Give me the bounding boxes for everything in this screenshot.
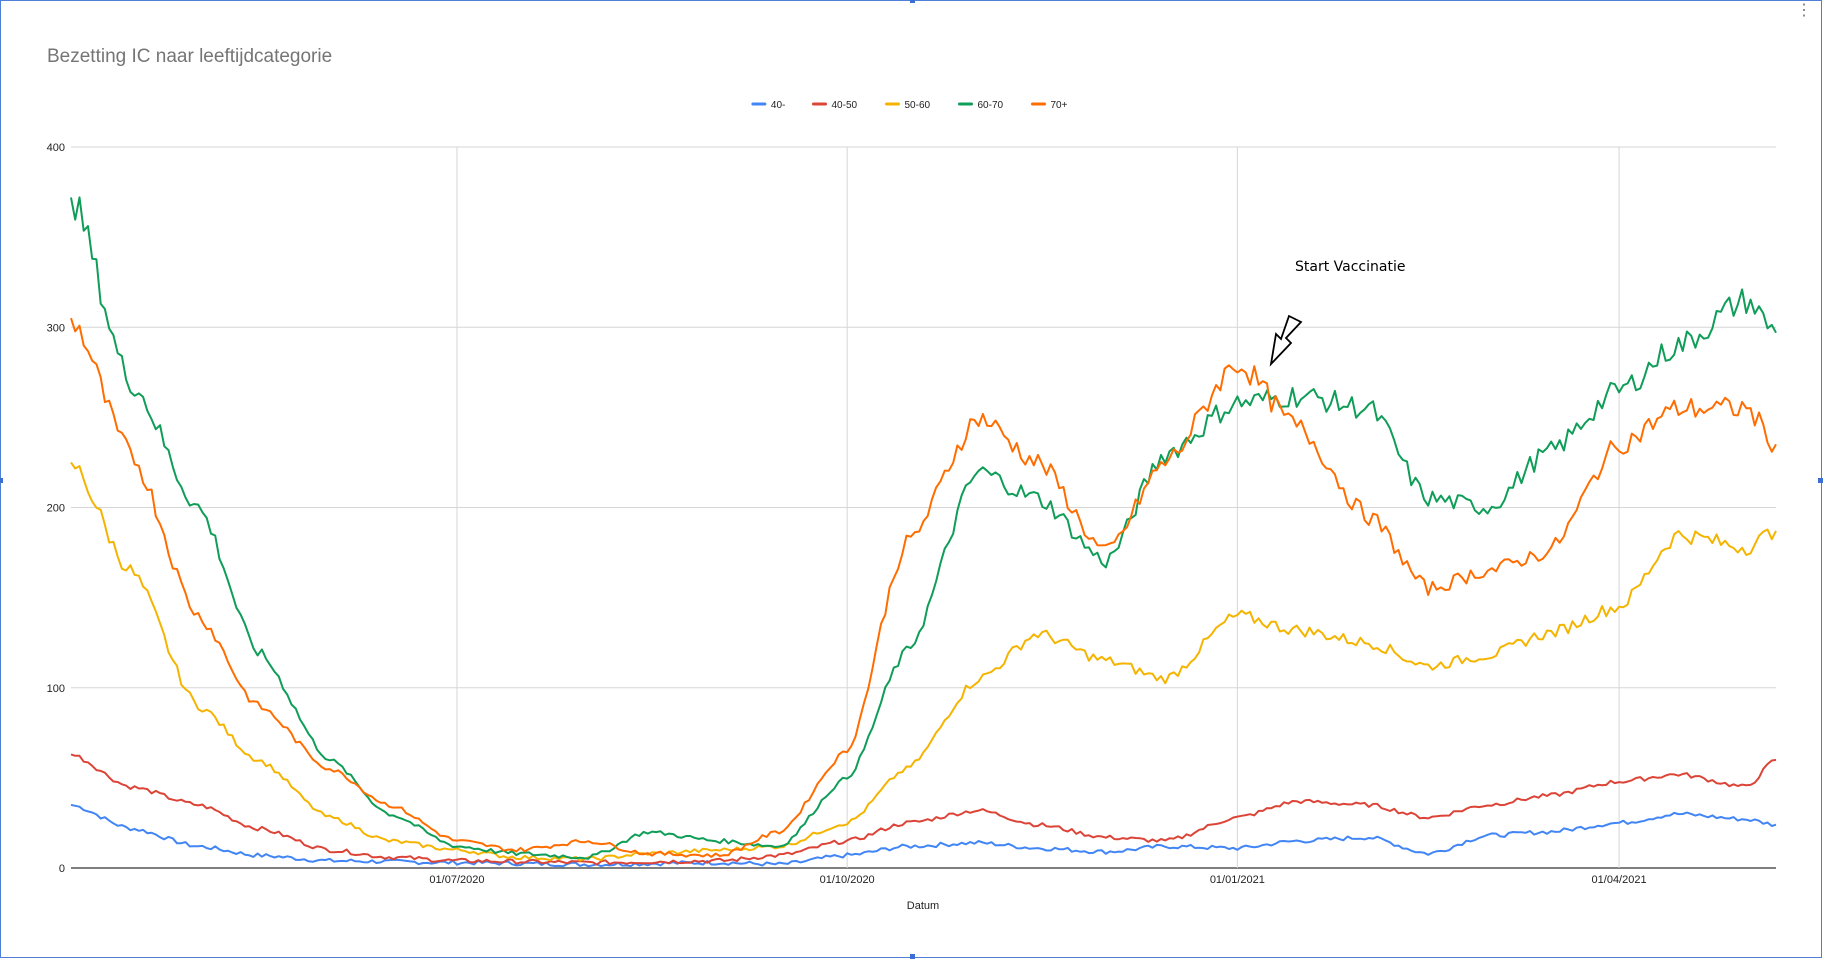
y-tick-label: 200	[47, 503, 65, 515]
series-line-0	[70, 803, 1777, 868]
series-line-1	[70, 753, 1777, 866]
series-line-4	[70, 317, 1777, 858]
y-tick-label: 100	[47, 683, 65, 695]
legend-label: 40-	[771, 100, 785, 111]
legend-label: 50-60	[905, 100, 931, 111]
x-tick-label: 01/07/2020	[429, 874, 484, 886]
resize-handle-bottom[interactable]	[910, 954, 915, 959]
x-axis-label: Datum	[907, 900, 939, 912]
series-line-2	[70, 461, 1777, 862]
axes: Datum 0 100 200 300 400 01/07/2020 01/10/2020 0…	[47, 142, 1647, 912]
resize-handle-top[interactable]	[910, 0, 915, 3]
legend-label: 40-50	[832, 100, 858, 111]
annotation: Start Vaccinatie	[1269, 259, 1405, 367]
series-lines	[70, 196, 1777, 868]
series-line-3	[70, 196, 1777, 860]
resize-handle-right[interactable]	[1818, 478, 1823, 483]
arrow-icon	[1269, 314, 1303, 367]
chart-title: Bezetting IC naar leeftijdcategorie	[47, 46, 333, 67]
x-tick-label: 01/10/2020	[820, 874, 875, 886]
resize-handle-left[interactable]	[0, 478, 3, 483]
legend-label: 60-70	[978, 100, 1004, 111]
legend: 40- 40-50 50-60 60-70 70+	[751, 100, 1068, 111]
y-tick-label: 300	[47, 322, 65, 334]
annotation-text: Start Vaccinatie	[1295, 259, 1405, 275]
legend-label: 70+	[1051, 100, 1068, 111]
y-tick-label: 0	[59, 863, 65, 875]
y-tick-label: 400	[47, 142, 65, 154]
x-tick-label: 01/04/2021	[1592, 874, 1647, 886]
x-tick-label: 01/01/2021	[1210, 874, 1265, 886]
